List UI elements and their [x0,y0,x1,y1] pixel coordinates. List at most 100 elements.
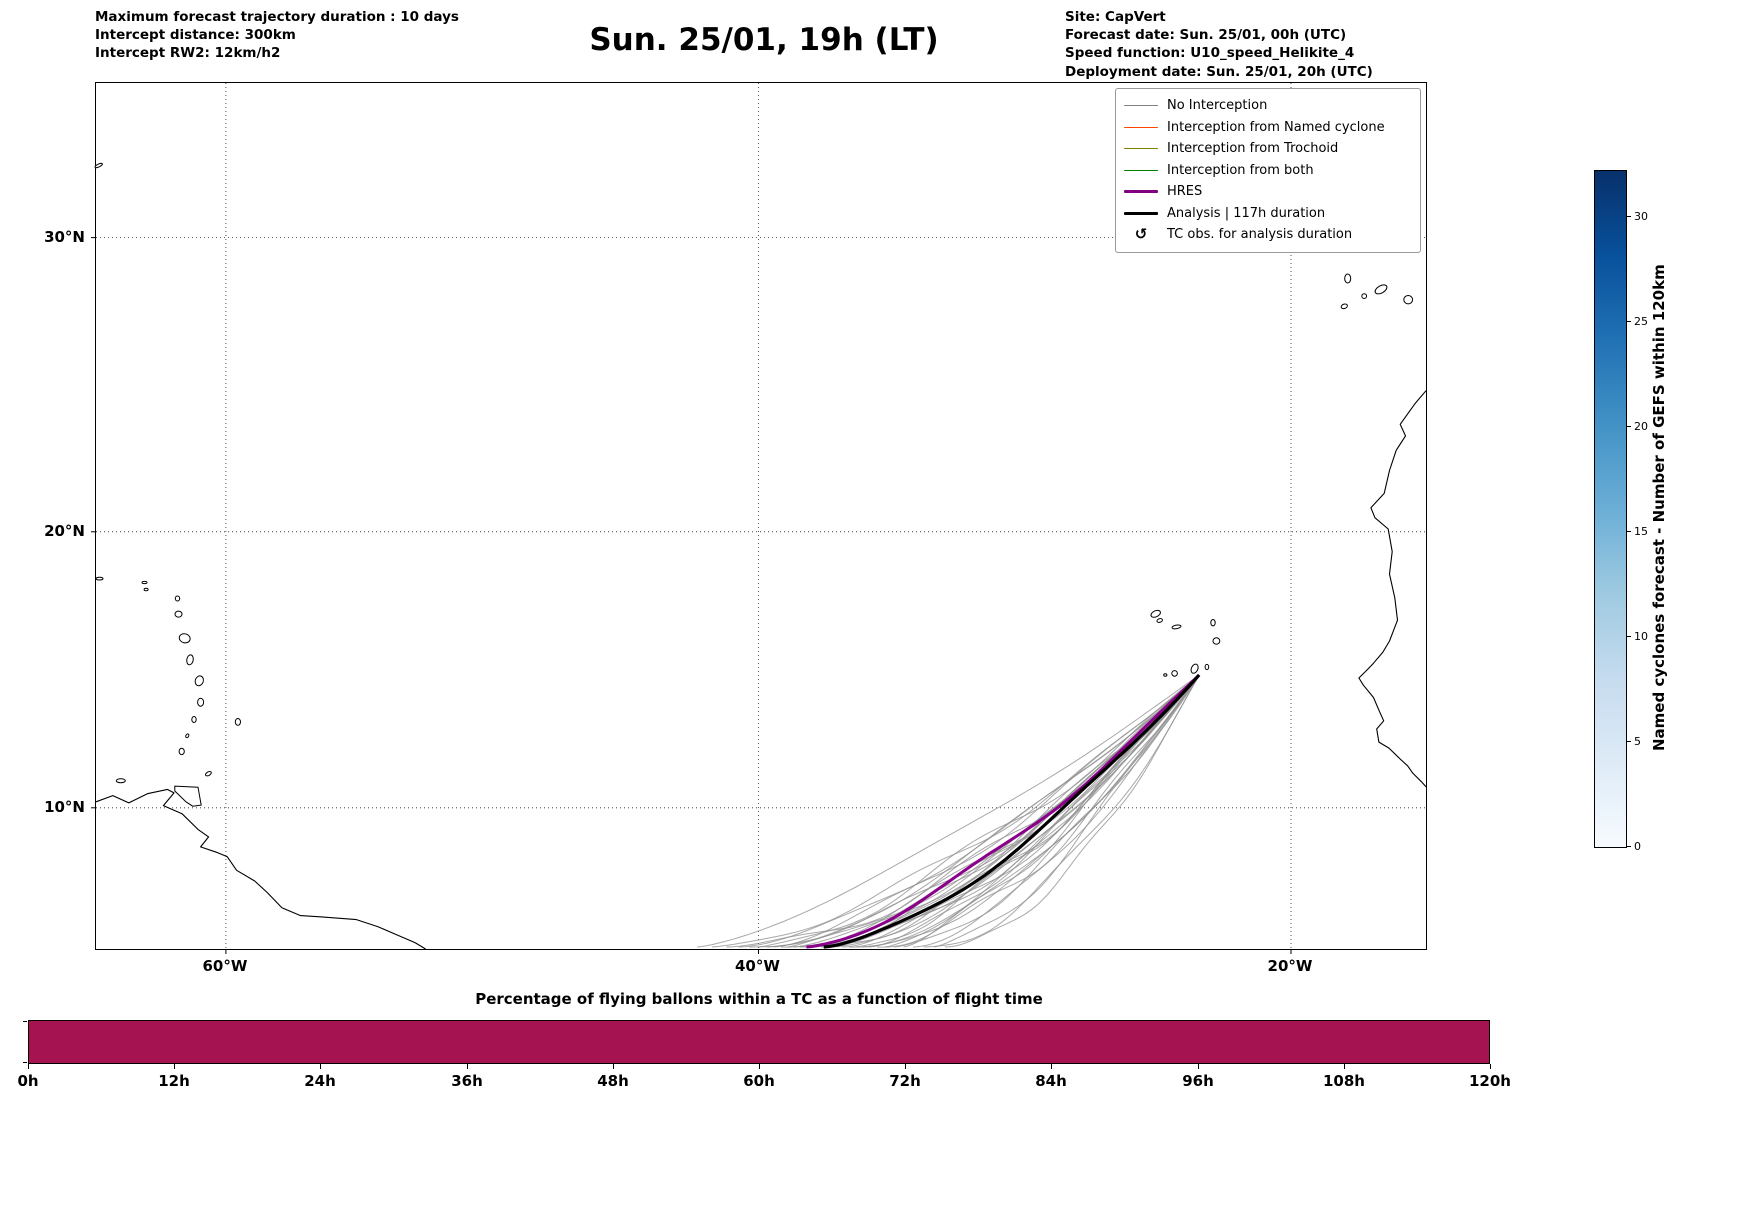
colorbar-tick [1626,321,1631,322]
flight-axis-tick [1490,1064,1491,1069]
island-trinidad [174,785,202,807]
colorbar-tick-label: 20 [1634,420,1648,433]
flight-axis-tick [28,1064,29,1069]
lon-tick-label: 40°W [735,957,780,975]
legend-item: HRES [1124,181,1412,203]
flight-axis-tick-label: 12h [158,1072,190,1090]
legend-item: Interception from Named cyclone [1124,117,1412,139]
island-la-palma [1344,273,1352,284]
island-st-lucia [197,697,205,707]
flight-bar-y-tick [23,1062,27,1063]
island-fogo [1171,670,1178,677]
island-santo-antao [1150,609,1161,618]
gefs-trajectory [842,674,1200,948]
legend-item: Interception from Trochoid [1124,138,1412,160]
legend-item: ↺ TC obs. for analysis duration [1124,224,1412,246]
flight-axis-tick [467,1064,468,1069]
colorbar-tick [1626,636,1631,637]
legend-item: No Interception [1124,95,1412,117]
colorbar-tick-label: 0 [1634,840,1641,853]
island-sao-nicolau [1171,624,1182,630]
flight-axis-tick [759,1064,760,1069]
gefs-trajectory [726,674,1200,948]
lat-tick-label: 20°N [44,521,85,540]
flight-axis-tick-label: 0h [17,1072,39,1090]
gefs-trajectory [805,674,1200,948]
gefs-trajectory [799,674,1200,948]
info-deployment-date: Deployment date: Sun. 25/01, 20h (UTC) [1065,63,1373,80]
colorbar-label: Named cyclones forecast - Number of GEFS… [1650,264,1668,752]
legend-line-swatch [1124,148,1158,150]
info-speed-function: Speed function: U10_speed_Helikite_4 [1065,45,1355,62]
legend-line-swatch [1124,211,1158,215]
flight-axis-tick [1198,1064,1199,1069]
legend-label: No Interception [1167,98,1268,114]
colorbar-tick [1626,741,1631,742]
legend-label: TC obs. for analysis duration [1167,227,1353,243]
trajectory-map-canvas [91,83,1427,954]
flight-axis-tick-label: 60h [743,1072,775,1090]
island-grenada [178,747,185,756]
island-martinique [194,675,204,687]
legend-line-swatch [1124,169,1158,171]
hres-trajectory [806,673,1201,949]
island-virgin-islands [95,576,104,581]
lat-tick-label: 30°N [44,227,85,246]
flight-axis-tick-label: 108h [1323,1072,1365,1090]
island-dominica [186,654,194,666]
flight-axis-tick-label: 72h [889,1072,921,1090]
island-maio [1204,663,1210,671]
flight-axis-tick-label: 48h [597,1072,629,1090]
island-margarita [115,778,126,784]
flight-time-bar [28,1020,1490,1064]
flight-axis-tick [1051,1064,1052,1069]
legend-label: Interception from Named cyclone [1167,119,1385,135]
flight-bar-fill [29,1021,1489,1063]
flight-axis-tick [905,1064,906,1069]
flight-axis-tick [174,1064,175,1069]
gefs-trajectory [810,674,1200,948]
gefs-trajectory [855,674,1200,948]
africa-coastline [1358,390,1427,788]
info-forecast-date: Forecast date: Sun. 25/01, 00h (UTC) [1065,27,1347,44]
island-sao-vicente [1156,618,1163,623]
island-anguilla [141,580,148,585]
colorbar-tick [1626,531,1631,532]
island-bermuda [94,162,103,169]
legend: No Interception Interception from Named c… [1115,88,1421,253]
gefs-colorbar [1594,170,1627,848]
colorbar-tick-label: 10 [1634,630,1648,643]
flight-axis-tick [320,1064,321,1069]
gefs-trajectory [944,674,1200,948]
legend-label: Analysis | 117h duration [1167,205,1326,221]
gefs-trajectory [934,674,1200,948]
gefs-trajectory [766,674,1200,948]
legend-item: Analysis | 117h duration [1124,203,1412,225]
island-brava [1163,673,1168,677]
flight-axis-tick-label: 84h [1035,1072,1067,1090]
gefs-trajectory [773,674,1200,948]
legend-line-swatch [1124,105,1158,107]
island-la-gomera [1361,293,1368,300]
colorbar-tick [1626,216,1631,217]
island-tenerife [1374,284,1388,295]
lon-tick-label: 60°W [202,957,248,975]
gefs-trajectory [781,674,1200,948]
flight-axis-tick-label: 36h [451,1072,483,1090]
tc-obs-icon: ↺ [1134,225,1148,244]
page-title: Sun. 25/01, 19h (LT) [589,22,939,58]
analysis-trajectory [823,673,1201,949]
legend-label: HRES [1167,184,1203,200]
colorbar-tick-label: 30 [1634,210,1648,223]
island-grenadines [185,733,190,739]
legend-line-swatch [1124,126,1158,128]
forecast-info: Site: CapVert Forecast date: Sun. 25/01,… [1065,8,1373,81]
lon-tick-label: 20°W [1267,957,1313,975]
island-tobago [204,770,212,777]
param-intercept-rw2: Intercept RW2: 12km/h2 [95,45,281,62]
colorbar-tick-label: 5 [1634,735,1641,748]
flight-axis-tick-label: 24h [304,1072,336,1090]
gefs-trajectory [903,674,1200,948]
colorbar-tick [1626,846,1631,847]
